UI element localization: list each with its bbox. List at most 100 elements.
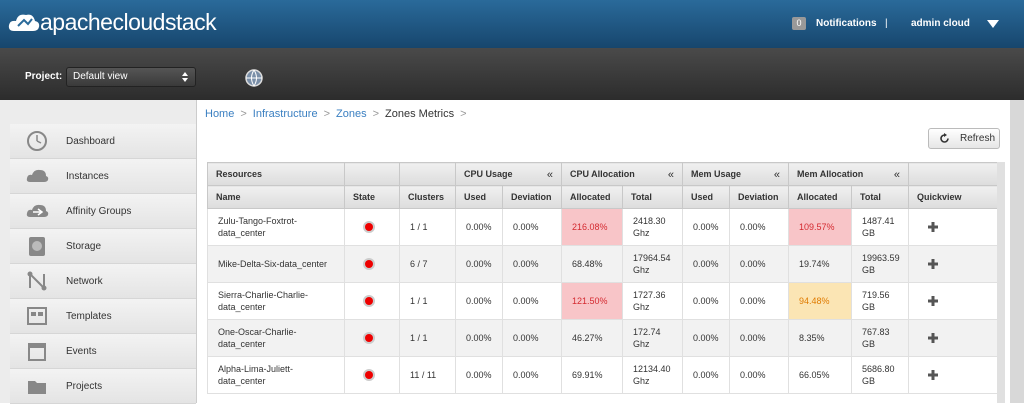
right-edge [1010, 100, 1024, 403]
table-cell: 121.50% [561, 282, 624, 320]
table-cell: 68.48% [561, 245, 624, 283]
nav-item[interactable]: Storage [10, 229, 196, 264]
table-cell: 0.00% [729, 282, 790, 320]
nav-label: Instances [66, 171, 109, 182]
column-header: Quickview [908, 185, 1002, 209]
table-row: One-Oscar-Charlie-data_center 1 / 1 0.00% 0… [207, 319, 1002, 357]
quickview-cell[interactable] [908, 319, 1002, 357]
table-cell: 0.00% [455, 245, 503, 283]
quickview-icon[interactable] [927, 221, 939, 233]
quickview-cell[interactable] [908, 208, 1002, 246]
top-bar: apachecloudstack 0 Notifications | admin… [0, 0, 1024, 48]
state-indicator [363, 369, 375, 381]
breadcrumb-item[interactable]: Infrastructure [252, 108, 318, 120]
table-cell: 0.00% [455, 356, 503, 394]
quickview-icon[interactable] [927, 295, 939, 307]
logo[interactable]: apachecloudstack [40, 9, 217, 35]
table-cell: 0.00% [682, 208, 731, 246]
table-cell: 66.05% [788, 356, 853, 394]
nav-item[interactable]: Network [10, 264, 196, 299]
table-cell: 172.74 Ghz [622, 319, 684, 357]
group-label: Mem Allocation [797, 169, 864, 179]
nav-icon [29, 237, 45, 256]
table-cell: 17964.54 Ghz [622, 245, 684, 283]
nav-item[interactable]: Instances [10, 159, 196, 194]
group-label: Mem Usage [691, 169, 742, 179]
collapse-toggle[interactable]: « [893, 169, 901, 181]
nav-icon [26, 204, 49, 217]
nav-icon [28, 343, 46, 361]
table-cell: 69.91% [561, 356, 624, 394]
nav-icon [27, 307, 47, 325]
table-cell: 8.35% [788, 319, 853, 357]
collapse-toggle[interactable]: « [773, 169, 781, 181]
quickview-icon[interactable] [927, 369, 939, 381]
globe-icon[interactable] [244, 68, 264, 88]
group-header: CPU Allocation « [561, 162, 684, 186]
state-cell [344, 208, 400, 246]
table-cell: 0.00% [682, 245, 731, 283]
table-cell: Zulu-Tango-Foxtrot-data_center [207, 208, 345, 246]
column-header: State [344, 185, 400, 209]
user-name[interactable]: admin cloud [911, 18, 970, 29]
nav-item[interactable]: Dashboard [10, 124, 196, 159]
collapse-toggle[interactable]: « [667, 169, 675, 181]
refresh-label: Refresh [960, 133, 996, 144]
table-cell: 0.00% [729, 245, 790, 283]
table-cell: One-Oscar-Charlie-data_center [207, 319, 345, 357]
state-cell [344, 319, 400, 357]
group-label: CPU Allocation [570, 169, 635, 179]
table-cell: 0.00% [682, 319, 731, 357]
breadcrumb-separator: > [240, 108, 247, 120]
group-header: Resources [207, 162, 345, 186]
column-header: Deviation [729, 185, 790, 209]
table-cell: Mike-Delta-Six-data_center [207, 245, 345, 283]
scrollbar[interactable] [997, 162, 1005, 403]
table-cell: 0.00% [455, 282, 503, 320]
table-cell: 1727.36 Ghz [622, 282, 684, 320]
refresh-icon [940, 133, 949, 143]
column-header: Name [207, 185, 345, 209]
column-header: Deviation [501, 185, 563, 209]
group-header-empty [399, 162, 456, 186]
group-header-empty [908, 162, 1002, 186]
table-cell: 1 / 1 [399, 319, 456, 357]
project-select[interactable]: Default view [66, 67, 196, 87]
column-header: Clusters [399, 185, 456, 209]
table-cell: 109.57% [788, 208, 853, 246]
quickview-cell[interactable] [908, 356, 1002, 394]
refresh-button[interactable]: Refresh [928, 128, 1000, 149]
collapse-toggle[interactable]: « [546, 169, 554, 181]
column-header: Allocated [788, 185, 853, 209]
table-cell: 0.00% [455, 319, 503, 357]
table-cell: 46.27% [561, 319, 624, 357]
table-cell: 0.00% [682, 356, 731, 394]
notification-count: 0 [792, 17, 806, 30]
quickview-cell[interactable] [908, 282, 1002, 320]
table-cell: 0.00% [729, 356, 790, 394]
table-cell: 0.00% [501, 356, 563, 394]
table-cell: 0.00% [682, 282, 731, 320]
quickview-icon[interactable] [927, 258, 939, 270]
nav-item[interactable]: Affinity Groups [10, 194, 196, 229]
nav-item[interactable]: Templates [10, 299, 196, 334]
nav-item[interactable]: Projects [10, 369, 196, 404]
table-cell: 719.56 GB [851, 282, 910, 320]
metrics-table: Resources CPU Usage « CPU Allocation « Mem Us… [207, 162, 1002, 394]
quickview-cell[interactable] [908, 245, 1002, 283]
group-header-empty [344, 162, 400, 186]
table-cell: 5686.80 GB [851, 356, 910, 394]
notifications[interactable]: Notifications [816, 18, 877, 29]
state-cell [344, 282, 400, 320]
sidebar: Dashboard Instances Affinity Groups Storage… [0, 100, 197, 404]
nav-item[interactable]: Events [10, 334, 196, 369]
quickview-icon[interactable] [927, 332, 939, 344]
breadcrumb-item[interactable]: Home [205, 108, 235, 120]
user-menu-caret[interactable] [987, 20, 999, 29]
column-header: Allocated [561, 185, 624, 209]
table-cell: 0.00% [501, 282, 563, 320]
group-header-row: Resources CPU Usage « CPU Allocation « Mem Us… [207, 162, 1002, 186]
group-label: CPU Usage [464, 169, 513, 179]
breadcrumb-item[interactable]: Zones [336, 108, 367, 120]
